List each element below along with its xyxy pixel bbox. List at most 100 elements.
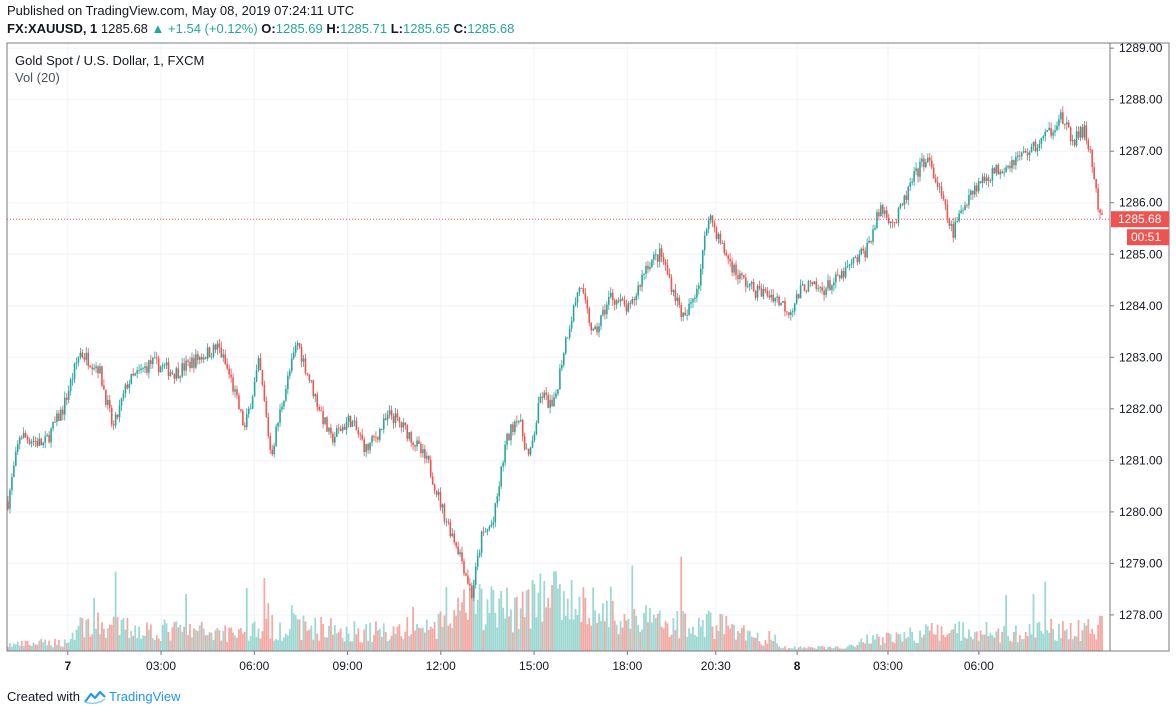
volume-bar (421, 627, 424, 651)
volume-bar (351, 641, 354, 651)
volume-bar (658, 610, 661, 651)
countdown-tag-label: 00:51 (1131, 230, 1161, 244)
volume-bar (960, 641, 962, 651)
volume-bar (766, 643, 769, 651)
volume-bar (341, 638, 344, 651)
volume-bar (416, 624, 418, 651)
volume-bar (776, 643, 779, 651)
candle-body (985, 177, 988, 182)
candle-body (815, 281, 818, 289)
candle-body (146, 366, 148, 373)
candle-body (465, 573, 467, 576)
candle-body (28, 439, 31, 444)
candle-body (169, 372, 172, 377)
volume-bar (292, 613, 295, 651)
candle-body (179, 376, 182, 378)
volume-bar (989, 633, 992, 651)
volume-bar (932, 634, 935, 651)
candle-body (823, 290, 825, 295)
candle-body (408, 432, 410, 439)
time-tick-label: 06:00 (964, 659, 994, 673)
candle-body (745, 277, 747, 287)
candle-body (987, 177, 990, 181)
candle-body (308, 374, 311, 381)
volume-bar (609, 586, 612, 651)
candle-body (782, 301, 784, 303)
candle-body (275, 426, 277, 446)
candle-body (883, 210, 886, 214)
candle-body (637, 285, 639, 296)
candle-body (212, 344, 215, 357)
close-value: 1285.68 (467, 21, 515, 36)
volume-bar (87, 618, 90, 651)
volume-bar (106, 628, 109, 651)
volume-bar (1077, 620, 1080, 651)
candle-body (682, 312, 684, 317)
candle-body (244, 425, 246, 428)
volume-bar (739, 633, 741, 651)
candle-body (185, 360, 187, 371)
candle-body (954, 221, 957, 238)
volume-bar (705, 613, 708, 651)
candle-body (893, 222, 896, 223)
volume-bar (437, 613, 440, 651)
candle-body (91, 367, 93, 370)
volume-bar (827, 647, 829, 651)
tradingview-link[interactable]: TradingView (84, 689, 181, 704)
volume-bar (140, 638, 142, 651)
candle-body (561, 365, 563, 369)
candle-body (87, 352, 90, 366)
volume-bar (93, 597, 96, 651)
volume-bar (480, 588, 483, 651)
candle-body (416, 440, 418, 447)
candle-body (414, 444, 416, 447)
candle-body (426, 455, 428, 459)
candle-body (478, 552, 481, 556)
candle-body (161, 365, 164, 367)
volume-bar (731, 624, 734, 651)
candle-body (1067, 122, 1070, 128)
candle-body (989, 180, 992, 182)
candle-body (762, 288, 765, 297)
volume-bar (913, 640, 916, 651)
candle-body (756, 285, 759, 298)
candle-body (445, 521, 448, 523)
volume-bar (208, 632, 211, 651)
volume-bar (294, 615, 297, 651)
candle-body (784, 301, 786, 312)
volume-bar (500, 590, 503, 651)
volume-bar (555, 571, 557, 651)
candle-body (760, 288, 763, 297)
candle-body (566, 337, 569, 339)
volume-bar (371, 641, 373, 651)
candle-body (600, 315, 602, 327)
volume-bar (874, 639, 876, 651)
candle-body (1007, 165, 1009, 168)
candle-body (527, 448, 530, 455)
volume-bar (985, 622, 988, 651)
candle-body (840, 271, 843, 279)
volume-bar (533, 584, 536, 651)
up-arrow-icon: ▲ (151, 21, 165, 36)
candle-body (326, 417, 328, 432)
price-axis: 1278.00 1279.00 1280.00 1281.00 1282.00 1283.… (1110, 41, 1163, 622)
candle-body (533, 434, 536, 441)
candle-body (993, 168, 996, 174)
candle-body (917, 168, 919, 177)
candle-body (797, 294, 800, 299)
time-tick-label: 20:30 (701, 659, 731, 673)
candle-body (741, 273, 743, 276)
candle-body (592, 328, 594, 331)
volume-bar (467, 619, 469, 651)
candle-body (523, 436, 526, 450)
tradingview-label: TradingView (108, 689, 181, 704)
volume-bar (443, 615, 446, 651)
candle-body (811, 282, 814, 285)
candle-body (427, 455, 430, 461)
candle-body (1058, 119, 1060, 126)
volume-bar (674, 630, 677, 651)
candle-body (662, 256, 665, 262)
volume-bar (492, 589, 495, 651)
volume-bar (607, 627, 610, 651)
